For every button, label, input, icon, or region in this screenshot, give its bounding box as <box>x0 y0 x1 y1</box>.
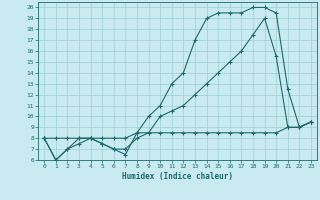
X-axis label: Humidex (Indice chaleur): Humidex (Indice chaleur) <box>122 172 233 181</box>
